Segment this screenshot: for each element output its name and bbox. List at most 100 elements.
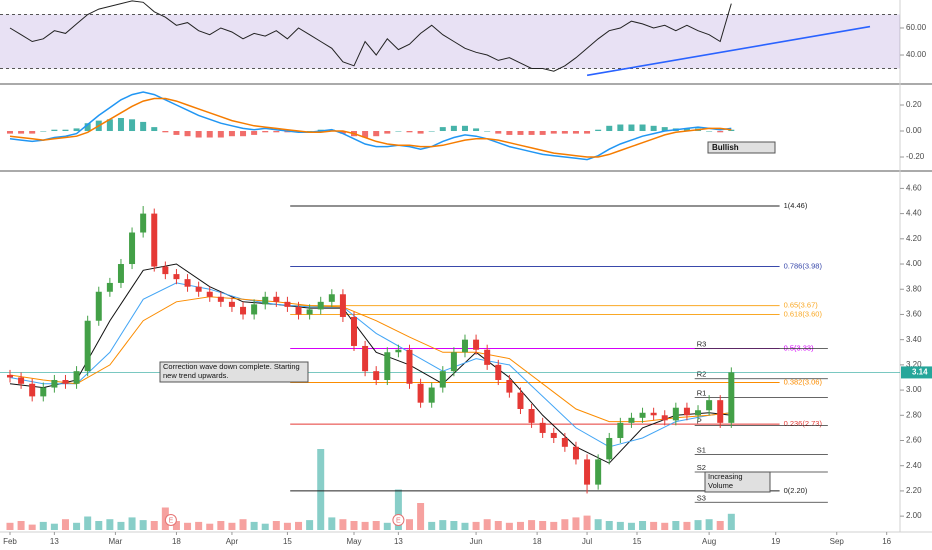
candle-body — [173, 274, 180, 280]
volume-bar — [261, 523, 269, 530]
histogram-bar — [51, 129, 58, 132]
pivot-label: S1 — [697, 445, 706, 454]
histogram-bar — [450, 125, 457, 132]
candle-body — [428, 387, 435, 403]
histogram-bar — [506, 131, 513, 135]
histogram-bar — [628, 124, 635, 132]
histogram-bar — [683, 128, 690, 132]
histogram-bar — [18, 131, 25, 134]
candle-body — [661, 415, 668, 421]
candle-body — [506, 379, 513, 393]
x-tick-label: 18 — [533, 537, 542, 546]
y-tick-label: 40.00 — [906, 50, 927, 59]
candle-body — [328, 294, 335, 302]
y-tick-label: 3.00 — [906, 385, 922, 394]
volume-bar — [505, 522, 513, 530]
y-tick-label: 3.60 — [906, 310, 922, 319]
pivot-label: R3 — [697, 339, 707, 348]
histogram-bar — [117, 118, 124, 132]
candle-body — [262, 296, 269, 305]
histogram-bar — [639, 124, 646, 132]
volume-bar — [417, 503, 425, 530]
volume-bar — [439, 520, 447, 530]
candle-body — [18, 377, 25, 384]
volume-bar — [727, 513, 735, 530]
candle-body — [62, 379, 69, 384]
candle-body — [84, 320, 91, 372]
volume-bar — [95, 521, 103, 530]
volume-bar — [184, 522, 192, 530]
histogram-bar — [706, 131, 713, 132]
volume-bar — [73, 522, 81, 530]
pivot-label: R2 — [697, 370, 707, 379]
x-tick-label: 19 — [771, 537, 780, 546]
volume-bar — [450, 521, 458, 530]
x-tick-label: 15 — [283, 537, 292, 546]
candle-body — [406, 349, 413, 384]
histogram-bar — [473, 128, 480, 132]
volume-bar — [306, 520, 314, 530]
volume-bar — [539, 521, 547, 530]
histogram-bar — [362, 131, 369, 138]
histogram-bar — [40, 131, 47, 132]
histogram-bar — [306, 131, 313, 132]
pivot-label: R1 — [697, 389, 707, 398]
y-tick-label: 60.00 — [906, 23, 927, 32]
last-price-tag — [901, 366, 932, 379]
histogram-bar — [240, 131, 247, 137]
histogram-bar — [617, 124, 624, 132]
histogram-bar — [406, 131, 413, 133]
fib-label: 0(2.20) — [784, 486, 808, 495]
y-tick-label: 3.20 — [906, 360, 922, 369]
histogram-bar — [495, 131, 502, 134]
candle-body — [195, 286, 202, 292]
y-tick-label: 0.00 — [906, 126, 922, 135]
volume-bar — [150, 521, 158, 530]
histogram-bar — [251, 131, 258, 135]
candle-body — [417, 383, 424, 403]
candle-body — [606, 437, 613, 460]
candle-body — [539, 422, 546, 433]
earnings-marker — [392, 514, 405, 526]
histogram-bar — [550, 131, 557, 134]
histogram-bar — [717, 131, 724, 133]
earnings-label: E — [396, 517, 401, 524]
x-tick-label: 13 — [50, 537, 59, 546]
x-tick-label: Jul — [582, 537, 592, 546]
candle-body — [339, 294, 346, 317]
volume-bar — [683, 521, 691, 530]
annotation-box — [704, 471, 771, 493]
histogram-bar — [484, 131, 491, 132]
volume-bar — [605, 521, 613, 530]
candle-body — [351, 316, 358, 346]
candle-body — [106, 282, 113, 292]
histogram-bar — [184, 131, 191, 137]
candle-body — [373, 371, 380, 380]
candle-body — [51, 379, 58, 388]
candle-body — [217, 296, 224, 302]
y-tick-label: 2.00 — [906, 511, 922, 520]
histogram-bar — [262, 131, 269, 133]
volume-bar — [350, 521, 358, 530]
earnings-marker — [164, 514, 177, 526]
histogram-bar — [129, 119, 136, 132]
pivot-label: S2 — [697, 463, 706, 472]
volume-bar — [561, 519, 569, 530]
candle-body — [73, 371, 80, 384]
candle-body — [273, 296, 280, 302]
candle-body — [206, 291, 213, 297]
volume-bar — [383, 522, 391, 530]
candle-body — [151, 213, 158, 267]
candle-body — [306, 309, 313, 315]
volume-bar — [483, 519, 491, 530]
histogram-bar — [572, 131, 579, 134]
volume-bar — [84, 516, 92, 530]
candle-body — [40, 387, 47, 397]
candle-body — [528, 408, 535, 423]
volume-bar — [650, 521, 658, 530]
x-tick-label: Aug — [702, 537, 716, 546]
moving-average — [9, 263, 732, 464]
candle-body — [117, 264, 124, 283]
candle-body — [295, 306, 302, 315]
